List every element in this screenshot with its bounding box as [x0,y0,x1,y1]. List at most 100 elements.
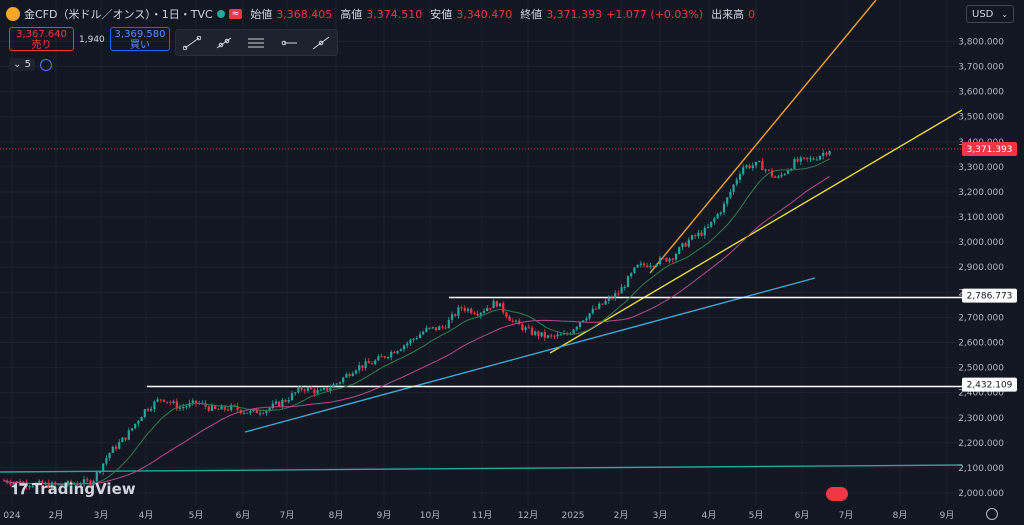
candle-body [354,370,358,374]
candle-body [473,313,476,315]
candle-body [582,320,585,323]
trendlines-layer[interactable] [0,0,963,473]
candle-body [482,311,486,313]
indicator-settings-icon[interactable] [40,59,52,71]
candle-body [150,408,153,411]
candle-body [63,485,66,487]
extended-line-tool-icon[interactable] [310,34,332,52]
candle-body [95,471,98,481]
price-tick-label: 2,900.000 [958,263,1004,273]
sell-button[interactable]: 3,367.640 売り [9,27,74,51]
open-label: 始値 [250,8,273,21]
time-tick-label: 8月 [893,510,908,521]
volume-label: 出来高 [711,8,745,21]
level-price-label: 2,432.109 [967,381,1013,391]
candle-body [297,387,300,393]
candle-body [47,482,50,488]
candle-body [710,221,713,227]
price-tick-label: 3,100.000 [958,213,1004,223]
candle-body [591,308,594,314]
candle-body [162,399,166,402]
candle-body [534,331,537,335]
time-tick-label: 4月 [702,510,717,521]
close-value: 3,371.393 [546,7,603,21]
candle-body [764,169,767,171]
candle-body [66,481,70,486]
candle-body [121,437,124,443]
time-tick-label: 10月 [420,510,440,521]
candle-body [194,400,198,404]
high-value: 3,374.510 [366,7,423,21]
candle-body [409,339,412,344]
us-flag-event-icon[interactable] [826,487,848,501]
candle-body [745,165,748,168]
close-label: 終値 [520,8,543,21]
candle-body [178,407,182,409]
time-tick-label: 6月 [236,510,251,521]
candle-body [377,356,380,361]
candle-body [601,303,604,305]
candle-body [281,400,284,407]
candle-body [655,264,658,266]
price-tick-label: 2,700.000 [958,313,1004,323]
candle-body [822,152,825,156]
candle-body [658,257,662,265]
candle-body [9,482,12,485]
price-tick-label: 3,800.000 [958,37,1004,47]
gear-icon[interactable] [986,508,998,520]
buy-price: 3,369.580 [114,29,166,40]
candle-body [652,265,655,267]
candle-body [25,482,28,487]
candle-body [620,287,623,294]
candle-body [767,169,770,171]
time-tick-label: 11月 [472,510,492,521]
candle-body [521,324,524,330]
candle-body [175,401,178,409]
candle-body [319,389,322,391]
indicators-toggle-button[interactable]: ⌄ 5 [9,58,35,71]
candle-body [396,351,399,354]
candle-body [406,343,409,346]
price-tick-label: 3,500.000 [958,113,1004,123]
candle-body [719,212,722,214]
ray-tool-icon[interactable] [213,34,235,52]
currency-select[interactable]: USD ⌄ [966,5,1014,23]
candle-body [716,213,719,219]
candle-body [316,390,319,394]
candle-body [636,264,639,268]
candle-body [258,413,262,415]
candle-body [89,480,92,486]
candle-body [486,308,489,312]
candle-body [578,322,582,327]
candle-body [156,399,159,402]
candle-body [118,442,121,449]
sell-price: 3,367.640 [16,29,67,40]
candle-body [572,329,575,334]
candle-body [735,179,738,185]
candle-body [514,320,518,322]
buy-button[interactable]: 3,369.580 買い [110,27,170,51]
candle-body [796,159,799,162]
candle-body [460,307,463,309]
time-axis[interactable]: 024 2月 3月 4月 5月 6月 7月 8月 9月 10月 11月 12月 2025 2月 3月 4月 5月… [0,505,1024,525]
yellow-trendline [549,109,963,354]
candle-body [153,401,156,409]
blue-trendline [244,277,816,433]
parallel-lines-tool-icon[interactable] [245,34,267,52]
candle-body [383,356,386,358]
moving-average-fast [3,158,830,485]
chart-grid [0,0,962,505]
spread-value: 1,940 [79,35,105,45]
horizontal-ray-tool-icon[interactable] [278,34,300,52]
candle-body [207,406,210,411]
candle-body [713,218,716,222]
price-axis[interactable]: 3,800.0003,700.0003,600.0003,500.0003,40… [958,0,1024,505]
candle-body [642,263,646,266]
symbol-title[interactable]: 金CFD（米ドル／オンス）・1日・TVC [24,8,213,21]
candle-body [505,312,508,317]
current-price-tag [962,141,1017,156]
time-tick-label: 4月 [139,510,154,521]
candle-body [425,327,428,332]
trendline-tool-icon[interactable] [181,34,203,52]
